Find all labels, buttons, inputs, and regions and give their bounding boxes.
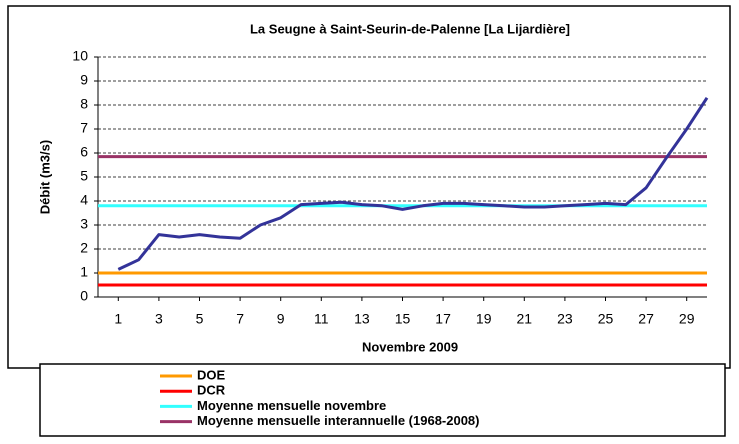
y-tick-label: 9 [80, 72, 88, 88]
y-tick-label: 7 [80, 120, 88, 136]
chart-title: La Seugne à Saint-Seurin-de-Palenne [La … [250, 21, 570, 36]
x-tick-label: 13 [354, 311, 370, 327]
y-axis-label: Débit (m3/s) [37, 140, 52, 214]
x-tick-label: 3 [155, 311, 163, 327]
x-tick-label: 29 [679, 311, 695, 327]
x-tick-label: 5 [196, 311, 204, 327]
x-tick-label: 7 [236, 311, 244, 327]
y-tick-label: 5 [80, 168, 88, 184]
legend-frame [39, 363, 726, 437]
x-tick-label: 25 [598, 311, 614, 327]
legend-label: Moyenne mensuelle novembre [197, 398, 386, 413]
x-tick-label: 11 [314, 311, 329, 327]
x-axis-label: Novembre 2009 [362, 339, 458, 354]
x-tick-label: 27 [638, 311, 654, 327]
y-tick-label: 6 [80, 144, 88, 160]
x-tick-label: 9 [277, 311, 285, 327]
x-tick-label: 17 [435, 311, 451, 327]
legend-label: DOE [197, 367, 226, 382]
chart-frame [7, 5, 731, 369]
y-tick-label: 0 [80, 288, 88, 304]
x-tick-label: 21 [517, 311, 533, 327]
y-tick-label: 1 [80, 264, 88, 280]
y-tick-label: 8 [80, 96, 88, 112]
x-tick-label: 1 [114, 311, 122, 327]
y-tick-label: 10 [72, 48, 88, 64]
y-tick-label: 2 [80, 240, 88, 256]
x-tick-label: 15 [395, 311, 411, 327]
data-line [117, 96, 709, 271]
legend-label: DCR [197, 383, 226, 398]
legend-label: Moyenne mensuelle interannuelle (1968-20… [197, 413, 480, 428]
x-tick-label: 23 [557, 311, 573, 327]
x-tick-label: 19 [476, 311, 492, 327]
y-tick-label: 4 [80, 192, 88, 208]
y-tick-label: 3 [80, 216, 88, 232]
